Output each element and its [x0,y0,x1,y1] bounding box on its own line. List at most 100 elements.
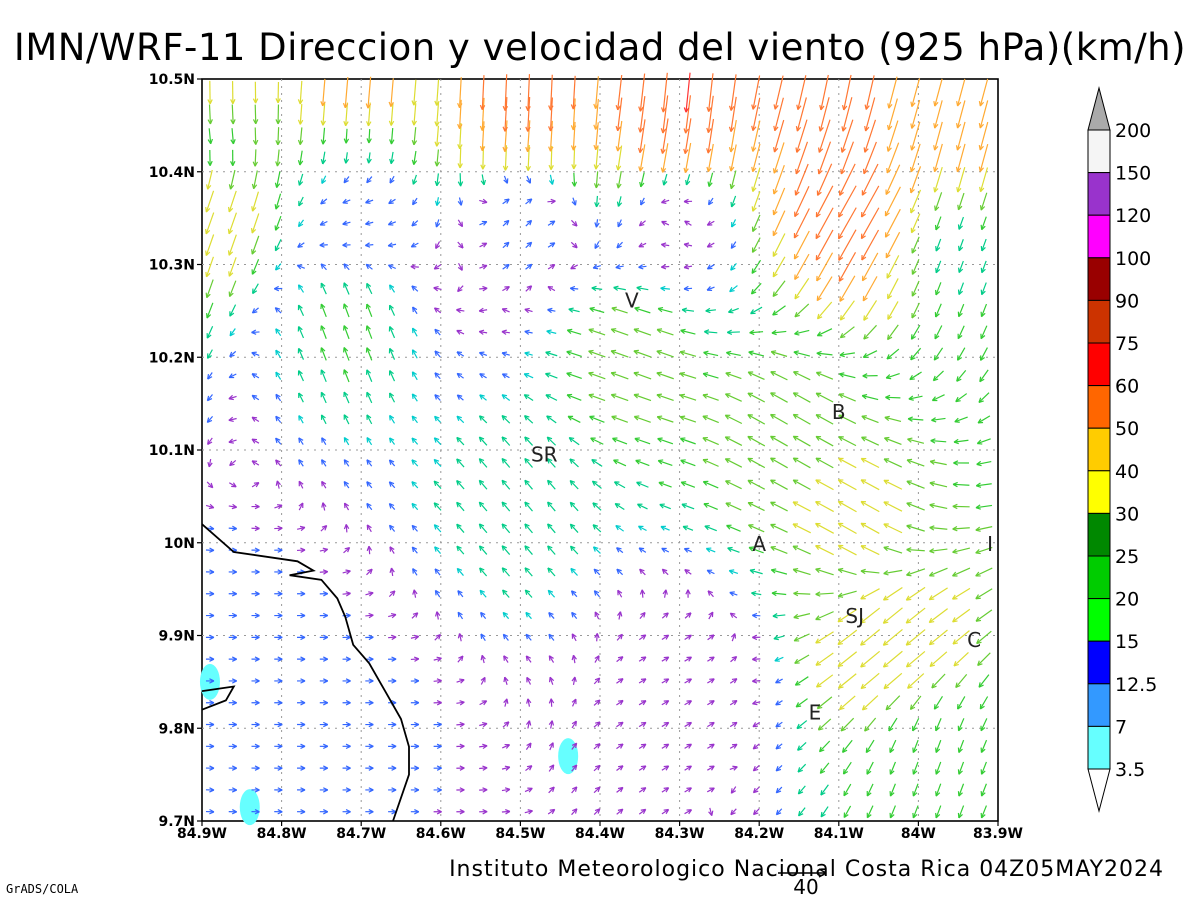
wind-vector [433,264,442,270]
colorbar-swatch [1087,640,1111,685]
wind-vector [502,263,510,270]
wind-vector [502,743,511,749]
wind-vector [638,765,647,771]
wind-vector [793,350,810,357]
wind-vector [434,197,441,206]
wind-vector [592,264,601,270]
wind-vector [702,372,719,379]
wind-vector [613,481,626,489]
wind-vector [411,502,419,511]
wind-vector [228,257,237,277]
wind-vector [661,765,670,771]
wind-vector [365,721,374,728]
wind-vector [837,629,858,646]
wind-vector [772,256,786,278]
wind-vector [616,678,624,684]
wind-vector [975,504,993,510]
wind-vector [775,786,783,794]
wind-vector [412,306,418,315]
wind-vector [343,152,350,164]
wind-vector [501,501,511,512]
wind-vector [935,238,942,252]
wind-vector [706,95,714,133]
wind-vector [795,97,807,132]
wind-vector [794,303,810,318]
wind-vector [501,415,511,424]
wind-vector [683,95,692,134]
wind-vector [909,695,922,711]
wind-vector [843,783,852,797]
wind-vector [456,787,465,793]
wind-vector [456,372,464,379]
wind-vector [957,325,965,340]
wind-vector [770,392,788,403]
wind-vector [616,568,624,576]
wind-vector [591,285,603,292]
wind-vector [525,198,533,205]
wind-vector [860,479,880,491]
wind-vector [205,569,215,575]
wind-vector [748,546,764,554]
wind-vector [615,97,623,132]
wind-vector [770,479,788,490]
wind-vector [343,263,350,271]
wind-vector [274,678,283,684]
wind-vector [706,286,715,292]
wind-vector [525,765,533,772]
wind-vector [298,392,304,403]
wind-vector [569,523,579,533]
wind-vector [274,809,283,815]
wind-vector [906,480,925,489]
wind-vector [343,459,350,467]
wind-vector [365,678,374,684]
wind-vector [816,163,833,196]
wind-vector [546,415,557,424]
wind-vector [861,436,880,446]
wind-vector [729,144,737,172]
wind-vector [365,369,373,382]
wind-vector [524,523,533,534]
wind-vector [548,612,555,619]
wind-vector [634,437,651,445]
wind-vector [501,545,511,555]
wind-vector [657,306,673,313]
wind-vector [684,765,692,771]
wind-vector [251,656,260,662]
colorbar-swatch [1087,299,1111,344]
wind-vector [274,504,283,510]
wind-vector [637,119,646,154]
wind-vector [274,743,283,750]
wind-vector [523,373,534,379]
wind-vector [703,502,718,510]
wind-vector [680,459,696,467]
wind-vector [729,721,738,728]
wind-vector [929,651,948,668]
wind-vector [480,654,486,664]
wind-vector [321,175,327,184]
wind-vector [251,765,260,771]
wind-vector [434,372,441,380]
wind-vector [911,258,920,275]
wind-vector [388,347,396,360]
wind-vector [252,149,259,167]
wind-vector [524,589,533,598]
wind-vector [501,567,510,577]
wind-vector [706,787,715,793]
wind-vector [545,350,558,357]
wind-vector [817,141,832,175]
wind-vector [839,163,856,196]
wind-vector [570,219,578,227]
wind-vector [751,191,761,212]
wind-vector [680,481,696,488]
wind-vector [457,219,464,228]
wind-vector [729,699,738,706]
wind-vector [251,307,259,314]
wind-vector [956,167,966,193]
wind-vector [706,220,715,226]
wind-vector [976,460,992,467]
wind-vector [957,805,965,819]
wind-vector [660,118,669,154]
wind-vector [456,394,464,401]
wind-vector [593,677,601,685]
